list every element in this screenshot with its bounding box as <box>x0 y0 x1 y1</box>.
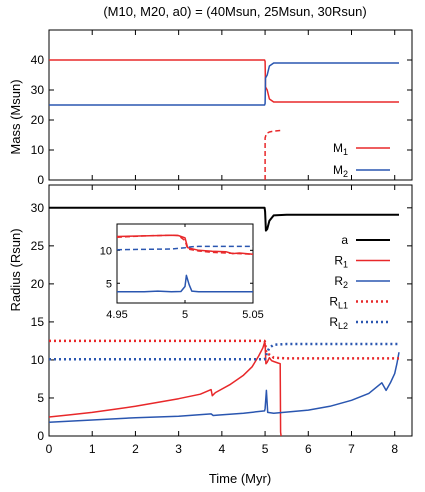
inset-series-rl2 <box>117 245 253 251</box>
inset-x-tick-label: 4.95 <box>106 309 127 321</box>
radius-x-tick-label: 1 <box>89 442 96 456</box>
radius-y-tick-label: 25 <box>31 239 45 253</box>
radius-y-tick-label: 10 <box>31 353 45 367</box>
radius-legend-label: RL1 <box>329 295 348 311</box>
radius-series-r1 <box>49 341 282 436</box>
radius-series-rl2 <box>49 342 399 361</box>
mass-series-m2 <box>49 62 399 106</box>
radius-legend-label: a <box>341 233 348 247</box>
radius-y-tick-label: 5 <box>37 391 44 405</box>
radius-legend-label: R1 <box>334 254 348 270</box>
radius-x-tick-label: 3 <box>175 442 182 456</box>
inset-series-rl1 <box>117 234 253 256</box>
radius-y-axis-label: Radius (Rsun) <box>8 228 23 311</box>
radius-legend-label: RL2 <box>329 315 348 331</box>
mass-y-tick-label: 30 <box>31 83 45 97</box>
radius-y-tick-label: 15 <box>31 315 45 329</box>
inset-panel: 5 10 4.95 5 5.05 <box>100 223 264 321</box>
inset-x-tick-label: 5 <box>182 309 188 321</box>
figure-title: (M10, M20, a0) = (40Msun, 25Msun, 30Rsun… <box>103 4 366 19</box>
mass-y-tick-label: 10 <box>31 143 45 157</box>
mass-legend-label: M1 <box>333 141 348 157</box>
radius-x-tick-label: 2 <box>132 442 139 456</box>
radius-series-a <box>49 206 399 232</box>
x-axis-label: Time (Myr) <box>209 471 271 486</box>
radius-y-tick-label: 30 <box>31 201 45 215</box>
inset-series-r2 <box>117 274 253 293</box>
mass-y-axis-label: Mass (Msun) <box>8 79 23 154</box>
mass-y-tick-label: 20 <box>31 113 45 127</box>
radius-x-tick-label: 8 <box>391 442 398 456</box>
mass-series-m1 <box>49 59 399 103</box>
radius-series-rl1 <box>49 339 399 360</box>
radius-legend-label: R2 <box>334 274 348 290</box>
mass-panel: 010203040M1M2MHe1 <box>31 29 413 201</box>
mass-y-tick-label: 40 <box>31 53 45 67</box>
radius-x-tick-label: 4 <box>219 442 226 456</box>
inset-x-tick-label: 5.05 <box>242 309 263 321</box>
radius-y-tick-label: 0 <box>37 429 44 443</box>
mass-series-mhe1 <box>264 129 281 180</box>
radius-y-tick-label: 20 <box>31 277 45 291</box>
mass-legend-label: M2 <box>333 163 348 179</box>
inset-y-tick-label: 10 <box>100 245 112 257</box>
radius-x-tick-label: 7 <box>348 442 355 456</box>
inset-y-tick-label: 5 <box>106 278 112 290</box>
radius-x-tick-label: 6 <box>305 442 312 456</box>
radius-x-tick-label: 5 <box>262 442 269 456</box>
radius-series-r2 <box>49 352 400 424</box>
radius-x-tick-label: 0 <box>46 442 53 456</box>
mass-y-tick-label: 0 <box>37 173 44 187</box>
